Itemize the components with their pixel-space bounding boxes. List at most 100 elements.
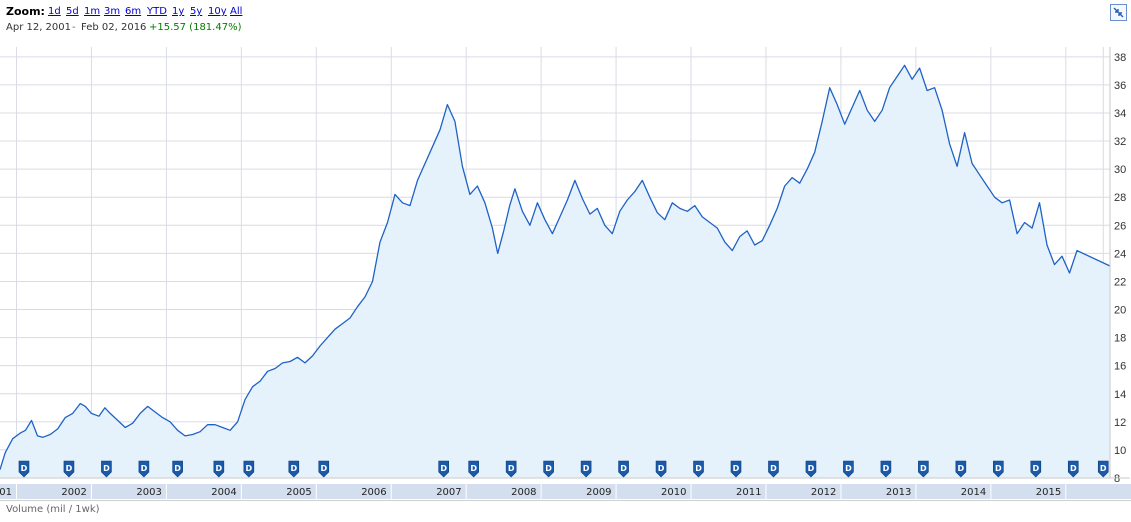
dividend-marker-icon[interactable]	[693, 460, 704, 478]
dividend-marker-label: D	[1100, 464, 1107, 473]
x-tick-label: 2004	[211, 487, 236, 498]
x-tick-label: 2001	[0, 487, 12, 498]
dividend-marker-label: D	[103, 464, 110, 473]
zoom-option-all[interactable]: All	[230, 6, 243, 17]
dividend-marker-icon[interactable]	[655, 460, 667, 478]
zoom-option-5y[interactable]: 5y	[190, 6, 203, 17]
price-line	[0, 64, 1111, 470]
dividend-marker-icon[interactable]	[172, 460, 183, 478]
dividend-marker-label: D	[66, 464, 73, 473]
dividend-marker-label: D	[583, 464, 590, 473]
zoom-option-ytd[interactable]: YTD	[147, 6, 167, 17]
dividend-marker-icon[interactable]	[138, 460, 150, 478]
dividend-marker-icon[interactable]	[505, 460, 517, 478]
x-axis-band	[0, 484, 1131, 499]
dividend-marker-label: D	[216, 464, 223, 473]
date-separator: -	[72, 22, 76, 33]
dividend-marker-icon[interactable]	[18, 460, 30, 478]
dividend-marker-label: D	[21, 464, 28, 473]
dividend-marker-icon[interactable]	[543, 460, 554, 478]
dividend-marker-icon[interactable]	[918, 460, 929, 478]
x-tick-label: 2015	[1036, 487, 1061, 498]
x-tick-label: 2005	[286, 487, 311, 498]
y-tick-label: 36	[1114, 80, 1126, 92]
y-tick-label: 24	[1114, 248, 1126, 260]
dividend-marker-label: D	[770, 464, 777, 473]
x-tick-label: 2009	[586, 487, 611, 498]
dividend-marker-label: D	[1032, 464, 1039, 473]
dividend-marker-icon[interactable]	[618, 460, 629, 478]
collapse-arrows-icon	[1113, 7, 1124, 18]
dividend-marker-icon[interactable]	[843, 460, 854, 478]
dividend-marker-icon[interactable]	[243, 460, 255, 478]
dividend-marker-label: D	[958, 464, 965, 473]
zoom-option-6m[interactable]: 6m	[125, 6, 142, 17]
dividend-marker-label: D	[883, 464, 890, 473]
dividend-marker-icon[interactable]	[468, 460, 479, 478]
dividend-marker-icon[interactable]	[805, 460, 817, 478]
volume-label: Volume (mil / 1wk)	[6, 504, 100, 515]
x-tick-label: 2014	[961, 487, 986, 498]
dividend-marker-label: D	[545, 464, 552, 473]
x-tick-label: 2011	[736, 487, 761, 498]
dividend-marker-label: D	[440, 464, 447, 473]
y-tick-label: 38	[1114, 52, 1126, 64]
y-tick-label: 14	[1114, 389, 1126, 401]
dividend-marker-icon[interactable]	[1030, 460, 1042, 478]
end-date[interactable]: Feb 02, 2016	[81, 22, 147, 33]
y-tick-label: 18	[1114, 333, 1126, 345]
y-tick-label: 12	[1114, 417, 1126, 429]
price-change: +15.57 (181.47%)	[149, 22, 242, 33]
dividend-marker-label: D	[320, 464, 327, 473]
dividend-marker-label: D	[920, 464, 927, 473]
y-tick-label: 28	[1114, 192, 1126, 204]
y-tick-label: 30	[1114, 164, 1126, 176]
dividend-marker-icon[interactable]	[580, 460, 592, 478]
x-tick-label: 2013	[886, 487, 911, 498]
dividend-marker-label: D	[658, 464, 665, 473]
dividend-marker-label: D	[1070, 464, 1077, 473]
dividend-marker-icon[interactable]	[288, 460, 300, 478]
volume-panel: Volume (mil / 1wk)	[0, 500, 1131, 522]
dividend-marker-label: D	[470, 464, 477, 473]
zoom-option-5d[interactable]: 5d	[66, 6, 79, 17]
x-tick-label: 2010	[661, 487, 686, 498]
dividend-marker-icon[interactable]	[993, 460, 1004, 478]
zoom-option-3m[interactable]: 3m	[104, 6, 121, 17]
zoom-option-1m[interactable]: 1m	[84, 6, 101, 17]
dividend-marker-icon[interactable]	[213, 460, 225, 478]
dividend-marker-label: D	[808, 464, 815, 473]
chart-toolbar: Zoom: 1d 5d 1m 3m 6m YTD 1y 5y 10y All A…	[0, 0, 1131, 43]
dividend-marker-label: D	[174, 464, 181, 473]
dividend-marker-label: D	[508, 464, 515, 473]
zoom-option-1d[interactable]: 1d	[48, 6, 61, 17]
dividend-marker-icon[interactable]	[1067, 460, 1079, 478]
x-tick-label: 2003	[136, 487, 161, 498]
y-tick-label: 26	[1114, 220, 1126, 232]
y-tick-label: 22	[1114, 276, 1126, 288]
dividend-marker-icon[interactable]	[438, 460, 449, 478]
y-tick-label: 10	[1114, 445, 1126, 457]
collapse-button[interactable]	[1110, 4, 1127, 21]
dividend-marker-icon[interactable]	[318, 460, 330, 478]
dividend-marker-label: D	[995, 464, 1002, 473]
dividend-marker-label: D	[246, 464, 253, 473]
dividend-marker-label: D	[695, 464, 702, 473]
zoom-option-1y[interactable]: 1y	[172, 6, 185, 17]
price-chart[interactable]: 8 10 12 14 16 18 20 22 24 26 28 30 32 34 36 38 D D D D D D D D D…	[0, 42, 1131, 500]
dividend-marker-icon[interactable]	[63, 460, 75, 478]
dividend-marker-label: D	[290, 464, 297, 473]
dividend-marker-label: D	[845, 464, 852, 473]
x-tick-label: 2006	[361, 487, 386, 498]
dividend-marker-icon[interactable]	[768, 460, 779, 478]
dividend-marker-icon[interactable]	[955, 460, 967, 478]
dividend-marker-icon[interactable]	[1097, 460, 1109, 478]
dividend-marker-icon[interactable]	[880, 460, 892, 478]
y-tick-label: 16	[1114, 361, 1126, 373]
price-area	[0, 65, 1110, 479]
dividend-marker-icon[interactable]	[101, 460, 112, 478]
start-date[interactable]: Apr 12, 2001	[6, 22, 72, 33]
dividend-marker-icon[interactable]	[730, 460, 742, 478]
zoom-label: Zoom:	[6, 5, 45, 18]
zoom-option-10y[interactable]: 10y	[208, 6, 227, 17]
